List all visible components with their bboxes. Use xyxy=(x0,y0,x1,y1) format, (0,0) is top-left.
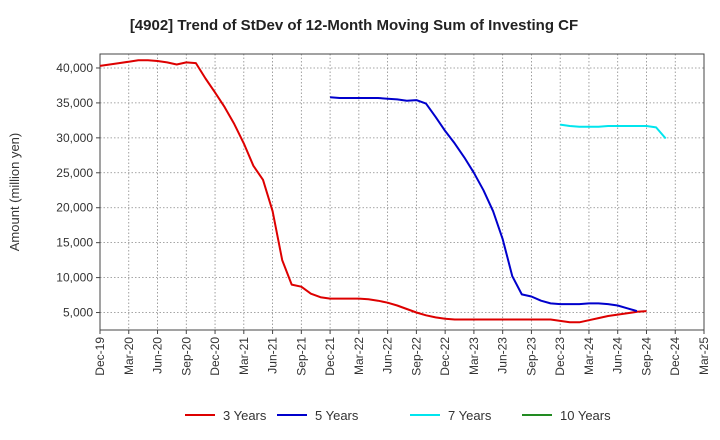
y-tick-label: 5,000 xyxy=(63,306,93,320)
series-line xyxy=(560,123,667,140)
chart-title: [4902] Trend of StDev of 12-Month Moving… xyxy=(130,17,578,34)
x-tick-label: Mar-25 xyxy=(697,337,711,375)
x-tick-label: Jun-22 xyxy=(381,337,395,374)
x-tick-label: Dec-24 xyxy=(668,337,682,376)
legend-label: 7 Years xyxy=(448,408,492,423)
x-tick-label: Mar-20 xyxy=(122,337,136,375)
x-tick-label: Mar-22 xyxy=(352,337,366,375)
legend-label: 5 Years xyxy=(315,408,359,423)
x-tick-label: Jun-24 xyxy=(611,337,625,374)
grid xyxy=(100,54,704,330)
series-line xyxy=(99,59,647,324)
y-tick-label: 15,000 xyxy=(56,236,93,250)
x-tick-label: Jun-20 xyxy=(151,337,165,374)
plot-area-frame xyxy=(99,53,705,331)
x-axis: Dec-19 Mar-20 Jun-20 Sep-20 Dec-20 Mar-21 Jun-… xyxy=(93,330,711,376)
legend-label: 10 Years xyxy=(560,408,611,423)
x-tick-label: Dec-22 xyxy=(438,337,452,376)
y-tick-label: 30,000 xyxy=(56,131,93,145)
x-tick-label: Sep-22 xyxy=(409,337,423,376)
y-tick-label: 20,000 xyxy=(56,201,93,215)
x-tick-label: Sep-20 xyxy=(179,337,193,376)
series-lines xyxy=(99,59,667,324)
y-axis-label: Amount (million yen) xyxy=(7,133,22,252)
x-tick-label: Jun-23 xyxy=(496,337,510,374)
x-tick-label: Dec-19 xyxy=(93,337,107,376)
x-tick-label: Mar-23 xyxy=(467,337,481,375)
x-tick-label: Dec-21 xyxy=(323,337,337,376)
legend: 3 Years 5 Years 7 Years 10 Years xyxy=(185,408,611,423)
x-tick-label: Sep-24 xyxy=(639,337,653,376)
y-axis: 5,000 10,000 15,000 20,000 25,000 30,000 35,00… xyxy=(56,61,100,320)
x-tick-label: Mar-24 xyxy=(582,337,596,375)
y-tick-label: 25,000 xyxy=(56,166,93,180)
legend-label: 3 Years xyxy=(223,408,267,423)
x-tick-label: Dec-20 xyxy=(208,337,222,376)
series-line xyxy=(330,96,638,313)
x-tick-label: Sep-21 xyxy=(294,337,308,376)
y-tick-label: 40,000 xyxy=(56,61,93,75)
y-tick-label: 35,000 xyxy=(56,96,93,110)
x-tick-label: Jun-21 xyxy=(266,337,280,374)
x-tick-label: Dec-23 xyxy=(553,337,567,376)
y-tick-label: 10,000 xyxy=(56,271,93,285)
x-tick-label: Mar-21 xyxy=(237,337,251,375)
x-tick-label: Sep-23 xyxy=(524,337,538,376)
